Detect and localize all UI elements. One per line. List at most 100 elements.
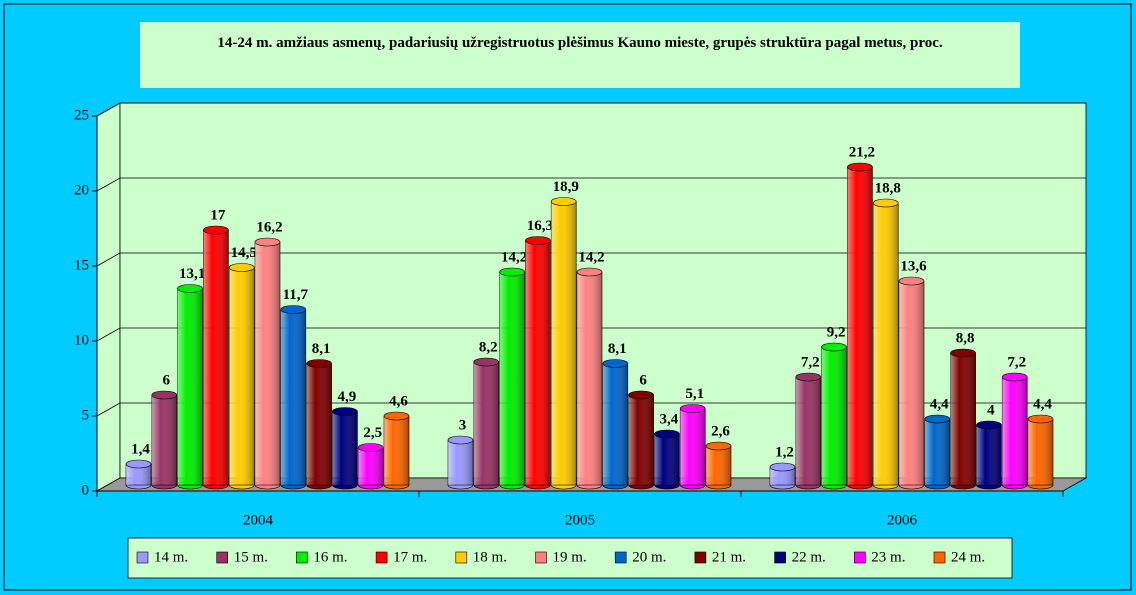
bar-shade [654, 434, 680, 485]
grid-line [96, 102, 1086, 117]
x-tick-label: 2006 [887, 512, 918, 528]
bar-shade [473, 362, 499, 485]
x-tick-label: 2005 [565, 512, 595, 528]
bar-shade [628, 395, 654, 485]
x-tick-label: 2004 [243, 512, 274, 528]
legend-label: 19 m. [553, 549, 587, 565]
legend-swatch [774, 551, 786, 564]
bar-top [473, 357, 500, 367]
bar-shade [680, 408, 706, 485]
bar-shade [384, 416, 409, 485]
bar-top [177, 284, 203, 293]
bar-top [550, 197, 577, 206]
bar-shade [525, 240, 551, 485]
bar-shade [976, 425, 1002, 485]
bar-shade [255, 242, 280, 485]
value-label: 8,8 [956, 330, 975, 346]
legend-label: 15 m. [234, 549, 268, 565]
value-label: 4,4 [930, 396, 949, 412]
bar-top [254, 237, 281, 247]
bar-shade [1028, 419, 1053, 485]
bar-top [705, 441, 732, 451]
bar-shade [448, 440, 473, 485]
bar-shade [151, 395, 177, 485]
value-label: 3 [459, 417, 467, 433]
value-label: 5,1 [685, 386, 704, 402]
bar-top [576, 267, 603, 277]
legend-label: 14 m. [154, 549, 188, 565]
legend [127, 537, 1013, 579]
value-label: 11,7 [283, 287, 309, 303]
grid-line [96, 252, 1086, 267]
bar-top [769, 462, 796, 472]
bar-shade [229, 267, 255, 485]
legend-swatch [455, 551, 468, 564]
value-label: 18,9 [553, 179, 579, 195]
value-label: 8,2 [479, 339, 498, 355]
bar-top [795, 372, 822, 382]
bar-shade [332, 411, 358, 485]
value-label: 18,8 [875, 180, 901, 196]
bar-shade [706, 446, 731, 485]
bar-top [525, 236, 551, 245]
bar-top [447, 435, 474, 445]
bar-shade [602, 363, 628, 485]
value-label: 9,2 [827, 324, 846, 340]
y-tick-label: 15 [74, 257, 89, 273]
legend-label: 22 m. [792, 549, 826, 565]
bar-top [1001, 372, 1028, 382]
value-label: 1,4 [131, 441, 150, 457]
bar-top [203, 225, 229, 235]
legend-label: 20 m. [632, 549, 666, 565]
value-label: 17 [210, 207, 226, 223]
value-label: 8,1 [312, 341, 331, 357]
legend-label: 23 m. [871, 549, 905, 565]
legend-label: 21 m. [712, 549, 746, 565]
bar-shade [950, 353, 976, 485]
legend-swatch [216, 551, 228, 564]
y-tick-label: 10 [74, 332, 89, 348]
bar-top [383, 411, 410, 421]
value-label: 2,5 [363, 425, 382, 441]
bar-top [821, 342, 847, 352]
value-label: 4,9 [338, 389, 357, 405]
bar-shade [899, 281, 924, 485]
legend-swatch [933, 551, 946, 564]
bar-shade [499, 272, 525, 485]
bar-shade [795, 377, 821, 485]
value-label: 6 [163, 372, 171, 388]
value-label: 13,6 [900, 258, 927, 274]
value-label: 3,4 [660, 411, 679, 427]
bar-top [306, 359, 332, 368]
legend-swatch [535, 551, 547, 564]
bar-shade [577, 272, 602, 485]
bar-shade [203, 230, 229, 485]
bar-top [228, 263, 255, 272]
bar-top [332, 407, 358, 416]
bar-shade [770, 467, 795, 485]
value-label: 14,2 [501, 249, 527, 265]
bar-top [898, 276, 925, 286]
bar-top [872, 198, 899, 208]
bar-top [151, 390, 178, 400]
bar-shade [280, 309, 306, 485]
bar-top [499, 267, 525, 277]
bar-top [976, 420, 1002, 430]
legend-swatch [296, 551, 308, 564]
legend-swatch [614, 551, 627, 564]
grid-line [96, 402, 1086, 417]
value-label: 6 [639, 372, 647, 388]
bar-top [628, 390, 654, 400]
value-label: 13,1 [179, 266, 205, 282]
value-label: 4,6 [389, 393, 408, 409]
bar-shade [924, 419, 950, 485]
value-label: 21,2 [849, 144, 875, 160]
bar-shade [177, 288, 203, 485]
bar-top [847, 162, 873, 172]
chart-title: 14-24 m. amžiaus asmenų, padariusių užre… [140, 22, 1020, 88]
grid-line [96, 327, 1086, 342]
legend-swatch [136, 551, 149, 564]
legend-swatch [375, 551, 388, 564]
bar-top [1027, 414, 1054, 424]
